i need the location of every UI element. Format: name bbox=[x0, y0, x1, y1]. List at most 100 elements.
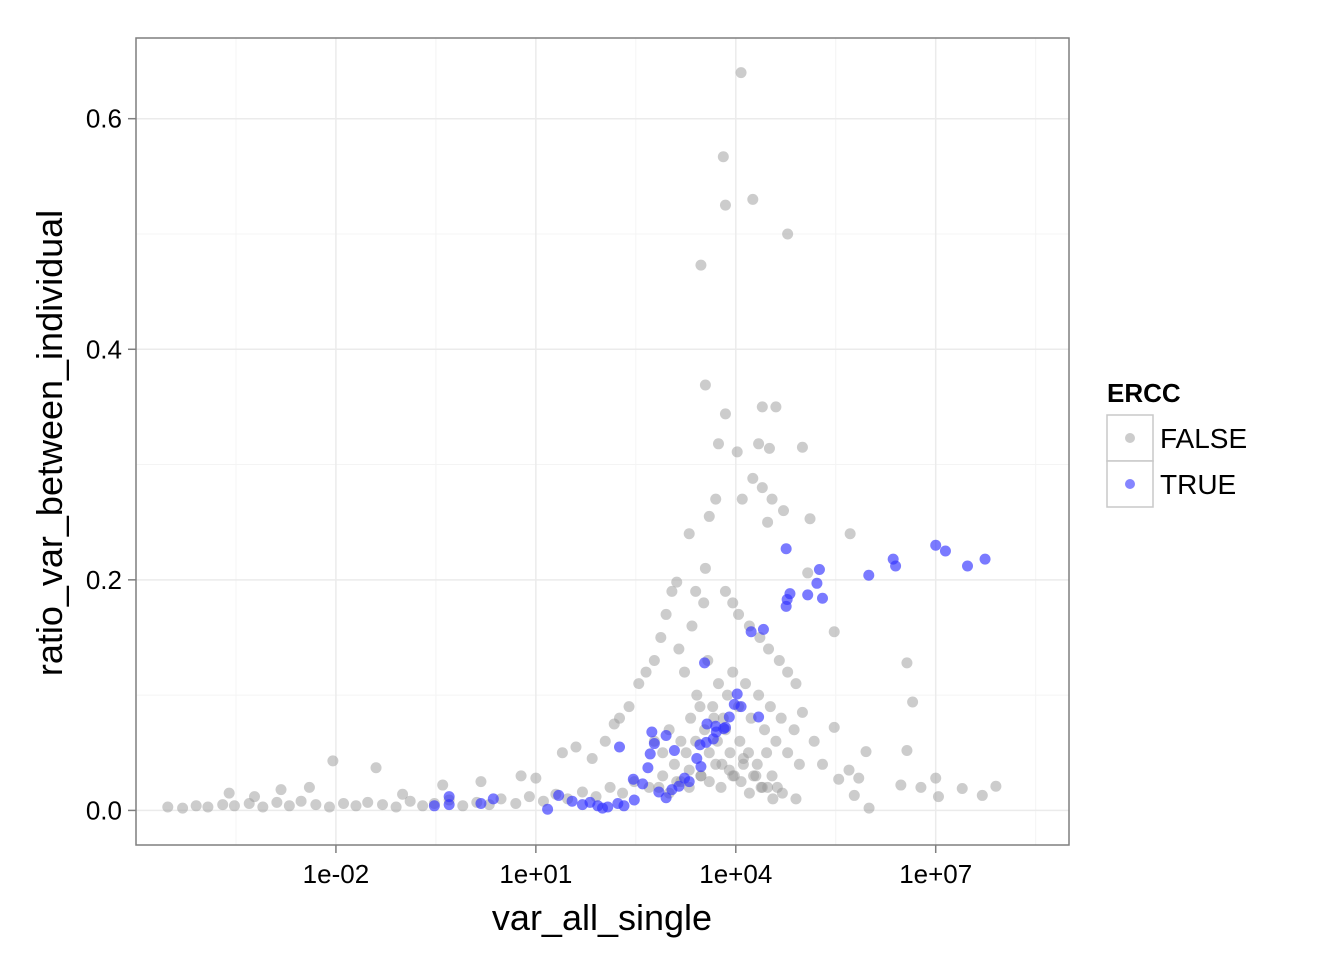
point-false bbox=[956, 783, 968, 795]
point-false bbox=[283, 800, 295, 812]
point-false bbox=[860, 746, 872, 758]
point-true bbox=[428, 800, 440, 812]
point-true bbox=[723, 711, 735, 723]
point-false bbox=[782, 666, 794, 678]
point-false bbox=[457, 800, 469, 812]
point-true bbox=[699, 657, 711, 669]
legend: ERCC FALSE TRUE bbox=[1106, 378, 1247, 508]
point-true bbox=[627, 773, 639, 785]
point-false bbox=[350, 800, 362, 812]
point-true bbox=[614, 741, 626, 753]
x-tick-label: 1e+04 bbox=[699, 859, 772, 889]
point-true bbox=[719, 721, 731, 733]
point-false bbox=[703, 776, 715, 788]
point-false bbox=[833, 773, 845, 785]
point-false bbox=[753, 689, 765, 701]
point-false bbox=[719, 199, 731, 211]
point-true bbox=[683, 776, 695, 788]
point-false bbox=[586, 753, 598, 765]
point-true bbox=[695, 761, 707, 773]
point-false bbox=[712, 438, 724, 450]
point-false bbox=[828, 721, 840, 733]
point-false bbox=[680, 747, 692, 759]
point-false bbox=[671, 576, 683, 588]
point-false bbox=[764, 701, 776, 713]
plot-border bbox=[135, 37, 1070, 846]
point-false bbox=[747, 193, 759, 205]
point-false bbox=[735, 67, 747, 79]
point-false bbox=[657, 747, 669, 759]
point-false bbox=[755, 781, 767, 793]
legend-key-false-dot bbox=[1125, 433, 1135, 443]
point-false bbox=[437, 779, 449, 791]
point-false bbox=[719, 408, 731, 420]
point-false bbox=[778, 505, 790, 517]
point-true bbox=[542, 803, 554, 815]
point-false bbox=[742, 747, 754, 759]
point-false bbox=[530, 772, 542, 784]
point-false bbox=[690, 585, 702, 597]
point-false bbox=[770, 735, 782, 747]
point-false bbox=[257, 801, 269, 813]
point-false bbox=[740, 678, 752, 690]
point-true bbox=[701, 718, 713, 730]
point-false bbox=[767, 793, 779, 805]
point-false bbox=[699, 562, 711, 574]
point-false bbox=[617, 787, 629, 799]
x-axis-title: var_all_single bbox=[492, 897, 712, 938]
point-false bbox=[788, 724, 800, 736]
point-false bbox=[770, 401, 782, 413]
point-false bbox=[734, 735, 746, 747]
point-false bbox=[747, 472, 759, 484]
x-tick-label: 1e-02 bbox=[303, 859, 370, 889]
point-true bbox=[753, 711, 765, 723]
point-false bbox=[976, 789, 988, 801]
point-false bbox=[614, 712, 626, 724]
point-false bbox=[816, 758, 828, 770]
y-axis: 0.0 0.2 0.4 0.6 bbox=[86, 104, 136, 825]
point-true bbox=[553, 789, 565, 801]
point-false bbox=[715, 781, 727, 793]
point-false bbox=[895, 779, 907, 791]
point-true bbox=[735, 701, 747, 713]
point-false bbox=[863, 802, 875, 814]
point-false bbox=[753, 438, 765, 450]
point-false bbox=[736, 493, 748, 505]
point-false bbox=[930, 772, 942, 784]
point-false bbox=[843, 764, 855, 776]
point-false bbox=[679, 666, 691, 678]
point-false bbox=[712, 678, 724, 690]
point-false bbox=[790, 678, 802, 690]
point-false bbox=[756, 401, 768, 413]
point-false bbox=[417, 800, 429, 812]
point-false bbox=[190, 800, 202, 812]
legend-label-true: TRUE bbox=[1160, 469, 1236, 500]
point-false bbox=[523, 791, 535, 803]
point-false bbox=[228, 800, 240, 812]
point-false bbox=[808, 735, 820, 747]
point-true bbox=[962, 560, 974, 572]
x-tick-label: 1e+01 bbox=[499, 859, 572, 889]
legend-label-false: FALSE bbox=[1160, 423, 1247, 454]
point-false bbox=[932, 791, 944, 803]
point-false bbox=[668, 758, 680, 770]
point-false bbox=[162, 801, 174, 813]
point-false bbox=[751, 758, 763, 770]
point-false bbox=[748, 770, 760, 782]
y-tick-label: 0.6 bbox=[86, 104, 122, 134]
point-false bbox=[310, 799, 322, 811]
point-true bbox=[668, 744, 680, 756]
point-false bbox=[390, 801, 402, 813]
point-false bbox=[327, 755, 339, 767]
point-true bbox=[602, 801, 614, 813]
point-true bbox=[637, 778, 649, 790]
point-false bbox=[666, 585, 678, 597]
point-false bbox=[773, 655, 785, 667]
point-false bbox=[782, 228, 794, 240]
point-false bbox=[828, 626, 840, 638]
point-true bbox=[487, 793, 499, 805]
point-false bbox=[404, 795, 416, 807]
point-false bbox=[275, 784, 287, 796]
point-false bbox=[710, 493, 722, 505]
